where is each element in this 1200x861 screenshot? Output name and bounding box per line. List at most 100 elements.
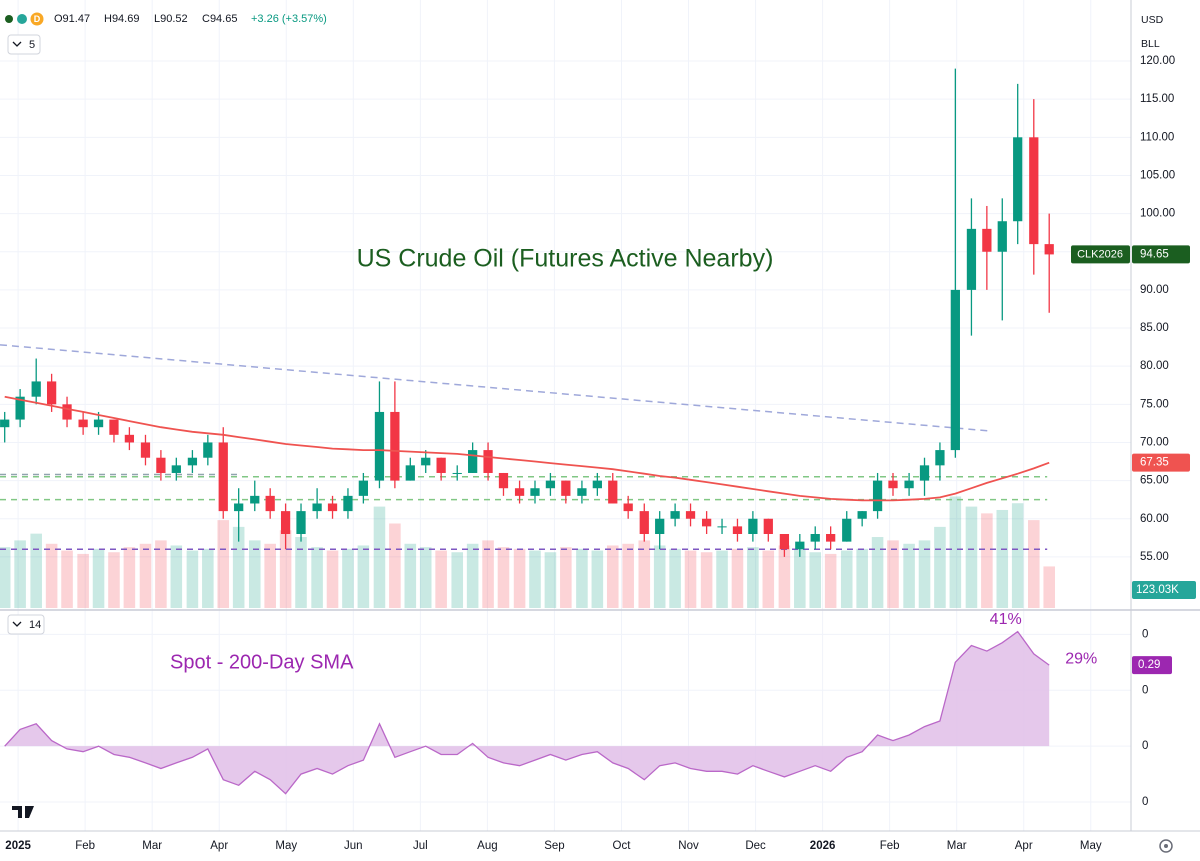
candle-body [1029, 137, 1039, 245]
volume-label: 123.03K [1136, 584, 1179, 596]
indicator-toggle[interactable] [7, 614, 45, 635]
candle-body [514, 488, 525, 496]
candle-body [904, 480, 914, 489]
volume-bar [981, 513, 993, 608]
volume-bar [482, 540, 494, 608]
volume-bar [871, 537, 884, 608]
logo[interactable] [12, 806, 34, 818]
interval-badge[interactable] [30, 12, 44, 26]
candle-body [78, 419, 88, 428]
candle-body [156, 457, 166, 473]
candle-body [203, 442, 213, 458]
candle-body [561, 480, 571, 496]
indicator-period: 14 [29, 619, 41, 631]
volume-bar [419, 547, 432, 608]
interval: D [34, 14, 41, 24]
y-tick-label: 55.00 [1140, 551, 1169, 563]
volume-bar [186, 550, 199, 608]
chevron-icon [12, 41, 22, 47]
settings-icon[interactable] [1159, 839, 1173, 853]
x-tick-label: Jun [344, 840, 363, 852]
candle-body [436, 457, 446, 473]
volume-bar [61, 550, 73, 608]
volume-bar [373, 506, 386, 608]
candle-body [717, 526, 727, 528]
indicator-count: 5 [29, 39, 35, 51]
price-badge [1132, 245, 1190, 264]
candle-body [343, 495, 353, 512]
volume-bar [965, 506, 978, 608]
volume-bar [731, 548, 744, 608]
x-tick-label: 2026 [810, 840, 836, 852]
candle-body [732, 526, 743, 535]
unit[interactable]: BLL [1141, 38, 1160, 50]
x-tick-label: Sep [544, 840, 564, 852]
volume-bar [108, 552, 120, 608]
volume-bar [30, 533, 42, 608]
x-tick-label: Feb [75, 840, 95, 852]
volume-bar [248, 540, 261, 608]
candle-body [187, 457, 198, 466]
candle-body [857, 511, 867, 519]
candle-body [327, 503, 338, 512]
volume-bar [45, 543, 58, 608]
candle-body [250, 495, 260, 504]
y-tick-label: 105.00 [1140, 169, 1175, 181]
volume-bar [217, 520, 230, 608]
candle-body [1013, 137, 1023, 222]
candle-body [109, 419, 119, 435]
symbol-icon[interactable] [5, 15, 13, 23]
volume-bar [794, 548, 806, 608]
candle-body [296, 511, 306, 535]
oscillator-value-label: 0.29 [1138, 659, 1160, 671]
candle-body [826, 534, 836, 542]
y-tick-label: 80.00 [1140, 360, 1169, 372]
candle-body [997, 221, 1007, 252]
exchange-icon[interactable] [17, 14, 27, 24]
candle-body [31, 381, 41, 397]
symbol-label: CLK2026 [1077, 248, 1123, 260]
y-tick-label: 70.00 [1140, 436, 1169, 448]
candle-body [468, 450, 478, 473]
volume-bar [1043, 566, 1055, 608]
currency-box[interactable] [1136, 10, 1194, 30]
candle-body [530, 488, 540, 496]
x-tick-label: Mar [142, 840, 162, 852]
candle-body [374, 411, 385, 481]
candle-body [810, 534, 820, 542]
x-tick-label: Dec [745, 840, 766, 852]
volume-bar [716, 550, 728, 608]
candle-body [623, 503, 633, 512]
sma-label: 67.35 [1140, 457, 1169, 469]
volume-bar [295, 537, 307, 608]
candle-body [935, 450, 945, 466]
legend-high: H94.69 [104, 13, 139, 25]
oscillator-badge [1132, 656, 1172, 675]
volume-bar [92, 548, 105, 608]
candle-body [685, 511, 696, 519]
x-tick-label: Apr [1015, 840, 1033, 852]
candle-body [639, 511, 649, 535]
volume-bar [809, 552, 822, 608]
oscillator-line [4, 630, 1050, 795]
chevron-icon [12, 621, 22, 627]
trend-line [0, 344, 991, 432]
y-tick-label: 110.00 [1140, 131, 1174, 143]
volume-bar [903, 543, 915, 608]
currency[interactable]: USD [1141, 14, 1164, 26]
annotation: 41% [990, 611, 1022, 628]
indicator-toggle[interactable] [7, 34, 41, 55]
volume-bar [123, 547, 136, 608]
candle-body [171, 465, 181, 473]
volume-bar [934, 526, 946, 608]
volume-bar [357, 545, 370, 608]
volume-bar [544, 552, 557, 608]
x-tick-label: Oct [613, 840, 632, 852]
volume-bar [840, 550, 853, 608]
volume-bar [139, 543, 152, 608]
volume-bar [0, 547, 11, 608]
y-tick-label: 100.00 [1140, 208, 1175, 220]
y-tick-label: 0 [1142, 796, 1148, 808]
x-tick-label: 2025 [5, 840, 31, 852]
volume-bar [155, 540, 167, 608]
